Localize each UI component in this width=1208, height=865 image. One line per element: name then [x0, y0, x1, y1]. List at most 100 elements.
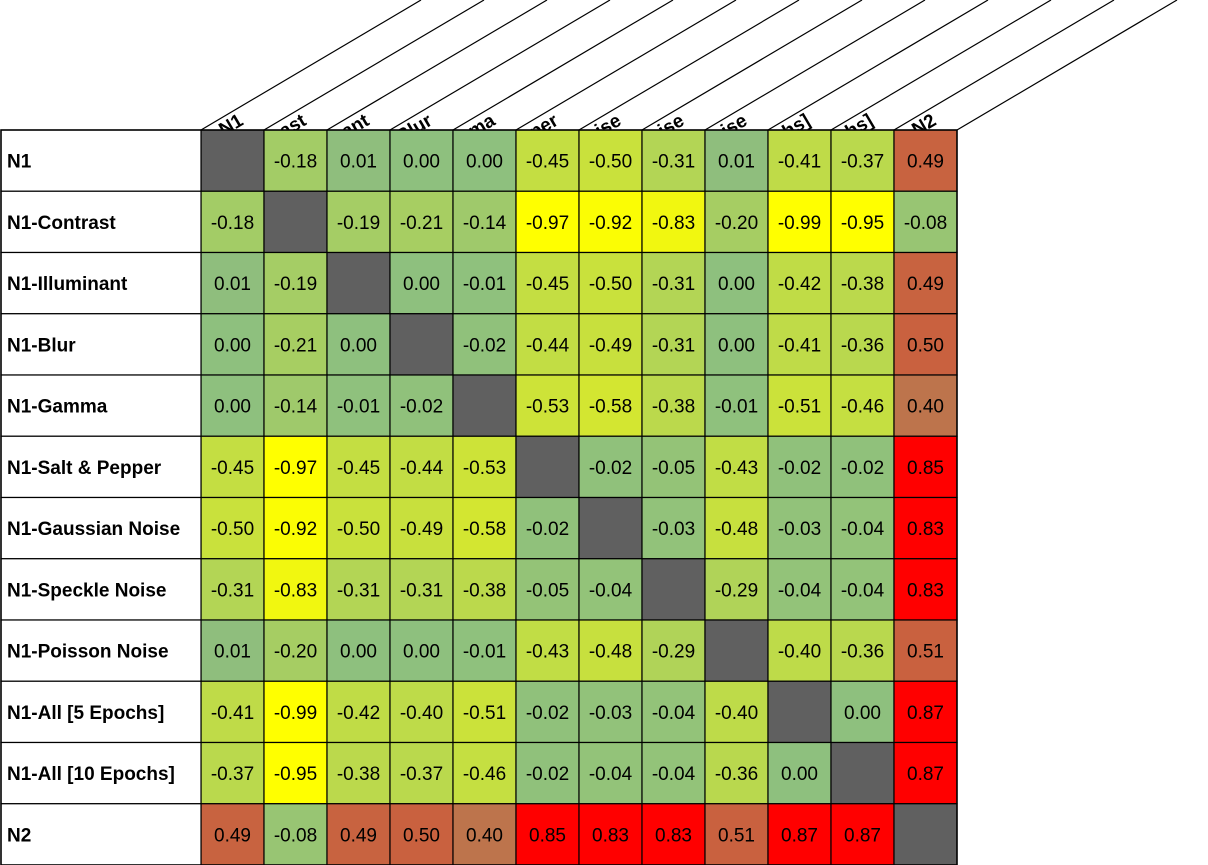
- heatmap-cell: [830, 190, 895, 254]
- cell-value-label: -0.58: [463, 519, 506, 540]
- cell-value-label: -0.41: [778, 152, 821, 173]
- cell-value-label: -0.40: [400, 703, 443, 724]
- cell-value-label: -0.97: [526, 213, 569, 234]
- cell-value-label: -0.49: [589, 335, 632, 356]
- row-label: N1-Salt & Pepper: [7, 458, 162, 479]
- cell-value-label: -0.40: [778, 642, 821, 663]
- heatmap-cell: [263, 803, 328, 865]
- cell-value-label: -0.83: [274, 580, 317, 601]
- heatmap-cell: [515, 680, 580, 744]
- cell-value-label: 0.00: [403, 152, 440, 173]
- cell-value-label: -0.51: [463, 703, 506, 724]
- cell-value-label: 0.01: [340, 152, 377, 173]
- cell-value-label: -0.02: [526, 519, 569, 540]
- cell-value-label: 0.00: [466, 152, 503, 173]
- cell-value-label: 0.49: [214, 825, 251, 846]
- cell-value-label: -0.42: [778, 274, 821, 295]
- cell-value-label: -0.50: [337, 519, 380, 540]
- row-label: N1-Speckle Noise: [7, 580, 166, 601]
- heatmap-cell: [767, 496, 832, 560]
- row-label: N1-Gamma: [7, 397, 108, 418]
- cell-value-label: 0.85: [529, 825, 566, 846]
- header-divider: [956, 0, 1178, 131]
- cell-value-label: -0.18: [211, 213, 254, 234]
- diagonal-cell: [641, 558, 706, 621]
- cell-value-label: -0.53: [526, 397, 569, 418]
- cell-value-label: -0.01: [463, 642, 506, 663]
- row-label-cell: [0, 251, 202, 315]
- diagonal-cell: [704, 619, 769, 682]
- heatmap-cell: [200, 190, 265, 254]
- cell-value-label: -0.04: [589, 580, 633, 601]
- heatmap-cell: [641, 680, 706, 744]
- cell-value-label: -0.51: [778, 397, 821, 418]
- row-label-cell: [0, 558, 202, 621]
- cell-value-label: -0.04: [589, 764, 633, 785]
- cell-value-label: -0.20: [274, 642, 317, 663]
- diagonal-cell: [893, 803, 958, 865]
- cell-value-label: -0.03: [778, 519, 821, 540]
- heatmap-cell: [641, 129, 706, 192]
- cell-value-label: -0.43: [526, 642, 569, 663]
- heatmap-cell: [767, 190, 832, 254]
- cell-value-label: 0.83: [907, 519, 944, 540]
- cell-value-label: -0.31: [337, 580, 380, 601]
- header-divider: [641, 0, 863, 131]
- heatmap-cell: [767, 374, 832, 437]
- header-divider: [704, 0, 926, 131]
- cell-value-label: -0.92: [274, 519, 317, 540]
- row-label: N2: [7, 825, 31, 846]
- row-label-cell: [0, 741, 202, 805]
- heatmap-cell: [200, 496, 265, 560]
- heatmap-cell: [389, 496, 454, 560]
- cell-value-label: 0.50: [907, 335, 944, 356]
- cell-value-label: -0.45: [526, 152, 569, 173]
- row-label-layer: N1 N1-Contrast N1-Illuminant N1-Blur N1-Gamm…: [0, 129, 958, 865]
- diagonal-cell: [767, 680, 832, 744]
- heatmap-cell: [893, 251, 958, 315]
- heatmap-cell: [641, 803, 706, 865]
- cell-value-label: -0.45: [211, 458, 254, 479]
- heatmap-cell: [452, 313, 517, 376]
- cell-value-label: 0.83: [592, 825, 629, 846]
- heatmap-cell: [263, 680, 328, 744]
- cell-value-label: -0.19: [274, 274, 317, 295]
- row-label-cell: [0, 496, 202, 560]
- cell-value-label: -0.37: [211, 764, 254, 785]
- heatmap-cell: [893, 558, 958, 621]
- heatmap-cell: [767, 803, 832, 865]
- cell-value-label: -0.46: [841, 397, 884, 418]
- cell-value-label: -0.58: [589, 397, 632, 418]
- cell-value-label: -0.03: [652, 519, 695, 540]
- cell-value-label: -0.95: [841, 213, 884, 234]
- cell-value-label: -0.21: [274, 335, 317, 356]
- row-label: N1-Blur: [7, 335, 76, 356]
- heatmap-cell: [515, 190, 580, 254]
- cell-value-label: -0.31: [652, 152, 695, 173]
- row-label: N1-Illuminant: [7, 274, 128, 295]
- cell-value-label: -0.40: [715, 703, 758, 724]
- cell-value-label: -0.45: [526, 274, 569, 295]
- cell-value-label: 0.01: [214, 642, 251, 663]
- cell-value-label: -0.02: [841, 458, 884, 479]
- heatmap-cell: [263, 313, 328, 376]
- cell-value-label: -0.48: [715, 519, 758, 540]
- cell-value-label: -0.19: [337, 213, 380, 234]
- heatmap-cell: [893, 313, 958, 376]
- cell-value-label: 0.00: [403, 642, 440, 663]
- cell-value-label: -0.41: [211, 703, 254, 724]
- cell-value-label: 0.49: [907, 152, 944, 173]
- cell-value-label: -0.36: [841, 335, 884, 356]
- header-divider: [893, 0, 1115, 131]
- heatmap-cell: [200, 680, 265, 744]
- row-label-cell: [0, 374, 202, 437]
- cell-value-label: -0.31: [400, 580, 443, 601]
- heatmap-cell: [263, 251, 328, 315]
- cell-value-label: -0.05: [652, 458, 695, 479]
- header-divider: [326, 0, 548, 131]
- heatmap-cell: [830, 680, 895, 744]
- cell-value-label: 0.40: [466, 825, 503, 846]
- heatmap-cell: [578, 374, 643, 437]
- header-divider: [389, 0, 611, 131]
- heatmap-cell: [767, 619, 832, 682]
